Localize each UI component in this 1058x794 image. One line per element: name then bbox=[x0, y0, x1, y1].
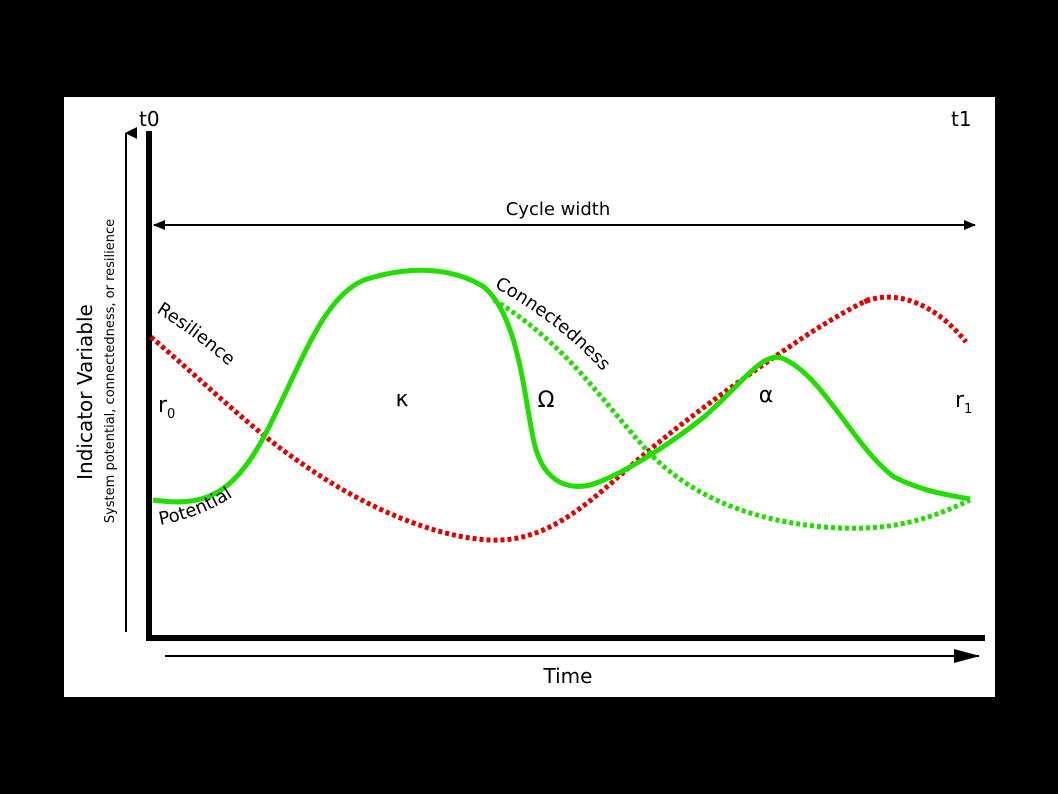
phase-kappa: κ bbox=[396, 387, 409, 412]
phase-r1: r1 bbox=[955, 388, 972, 417]
connectedness-curve bbox=[492, 297, 972, 531]
phase-r1-sub: 1 bbox=[964, 402, 972, 417]
phase-r0-main: r bbox=[158, 393, 168, 418]
potential-curve bbox=[152, 267, 971, 505]
y-axis-title: Indicator Variable bbox=[73, 304, 97, 480]
y-axis-subtitle: System potential, connectedness, or resi… bbox=[103, 219, 118, 523]
phase-r0: r0 bbox=[158, 393, 175, 422]
phase-alpha: α bbox=[759, 383, 774, 408]
x-axis-title: Time bbox=[543, 664, 593, 688]
adaptive-cycle-diagram: t0 t1 Indicator Variable System potentia… bbox=[73, 107, 985, 688]
cycle-width-label: Cycle width bbox=[506, 199, 611, 220]
potential-label-text: Potential bbox=[157, 483, 236, 530]
phase-r1-main: r bbox=[955, 388, 965, 413]
resilience-label: Resilience bbox=[153, 298, 239, 369]
time-marker-t1: t1 bbox=[951, 107, 972, 131]
resilience-label-text: Resilience bbox=[153, 298, 239, 369]
time-marker-t0: t0 bbox=[139, 107, 160, 131]
diagram-panel: t0 t1 Indicator Variable System potentia… bbox=[64, 97, 995, 697]
resilience-curve bbox=[149, 294, 968, 543]
potential-label: Potential bbox=[157, 483, 236, 530]
phase-omega: Ω bbox=[538, 388, 555, 413]
phase-r0-sub: 0 bbox=[167, 407, 175, 422]
